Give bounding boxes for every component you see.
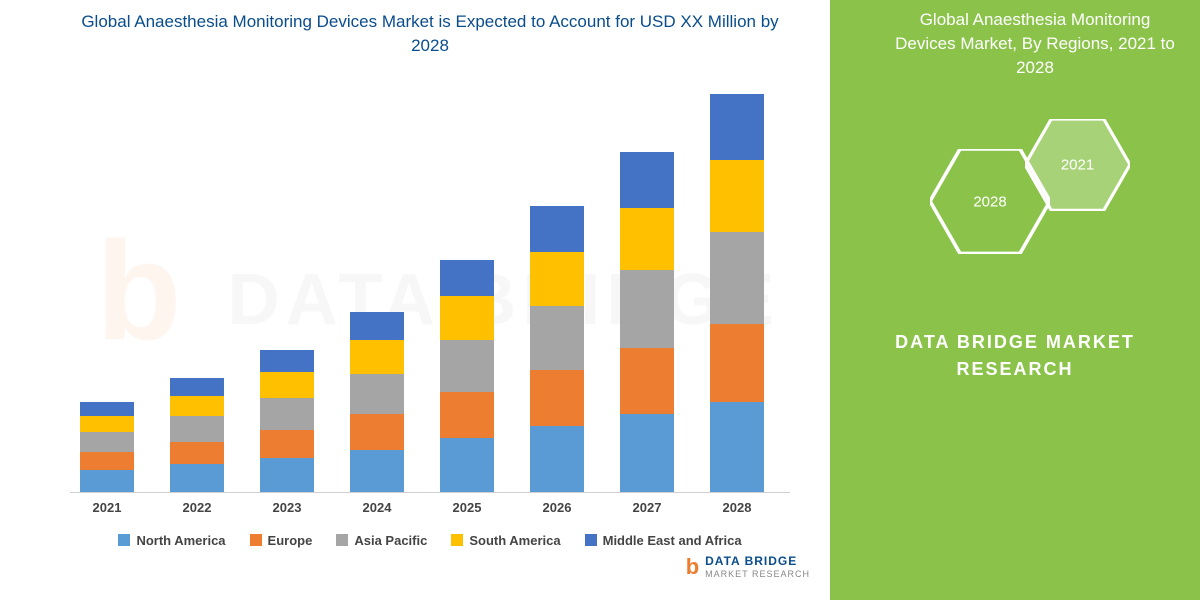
- bar-segment: [80, 452, 134, 470]
- legend-swatch-icon: [336, 534, 348, 546]
- bar-segment: [350, 374, 404, 414]
- x-axis-label: 2027: [620, 492, 674, 515]
- legend-item: North America: [118, 533, 225, 548]
- bar-segment: [710, 324, 764, 402]
- bar-segment: [170, 396, 224, 416]
- bar-segment: [80, 470, 134, 492]
- bar-segment: [530, 370, 584, 426]
- bar-segment: [620, 270, 674, 348]
- x-axis-label: 2024: [350, 492, 404, 515]
- legend-label: Asia Pacific: [354, 533, 427, 548]
- chart-legend: North America Europe Asia Pacific South Ame…: [40, 533, 820, 548]
- right-panel: Global Anaesthesia Monitoring Devices Ma…: [830, 0, 1200, 600]
- bar-segment: [170, 416, 224, 442]
- bar-segment: [530, 306, 584, 370]
- footer-brand-text: DATA BRIDGE MARKET RESEARCH: [705, 554, 810, 579]
- bar-group: 2026: [530, 206, 584, 492]
- x-axis-label: 2025: [440, 492, 494, 515]
- bar-segment: [350, 414, 404, 450]
- right-panel-title: Global Anaesthesia Monitoring Devices Ma…: [830, 0, 1200, 79]
- legend-item: South America: [451, 533, 560, 548]
- x-axis-label: 2022: [170, 492, 224, 515]
- legend-item: Asia Pacific: [336, 533, 427, 548]
- bar-group: 2027: [620, 152, 674, 492]
- footer-brand-logo-icon: b: [686, 554, 699, 580]
- hexagon-graphic: 2028 2021: [830, 109, 1200, 309]
- bar-segment: [260, 398, 314, 430]
- bar-segment: [440, 296, 494, 340]
- bar-segment: [260, 350, 314, 372]
- legend-label: Middle East and Africa: [603, 533, 742, 548]
- bar-segment: [350, 450, 404, 492]
- chart-title: Global Anaesthesia Monitoring Devices Ma…: [40, 10, 820, 73]
- bar-segment: [440, 260, 494, 296]
- bar-segment: [80, 402, 134, 416]
- bar-segment: [170, 464, 224, 492]
- bar-segment: [170, 378, 224, 396]
- x-axis-label: 2028: [710, 492, 764, 515]
- footer-brand-line1: DATA BRIDGE: [705, 554, 810, 568]
- footer-brand-line2: MARKET RESEARCH: [705, 569, 810, 580]
- bar-segment: [350, 312, 404, 340]
- hexagon-label: 2028: [973, 193, 1006, 210]
- footer-brand: b DATA BRIDGE MARKET RESEARCH: [686, 554, 810, 580]
- x-axis-label: 2021: [80, 492, 134, 515]
- legend-item: Europe: [250, 533, 313, 548]
- bar-segment: [530, 206, 584, 252]
- bar-segment: [620, 208, 674, 270]
- legend-swatch-icon: [250, 534, 262, 546]
- bar-segment: [80, 416, 134, 432]
- bar-segment: [440, 340, 494, 392]
- right-title-line0: Global Anaesthesia Monitoring: [920, 10, 1151, 29]
- x-axis-label: 2023: [260, 492, 314, 515]
- bar-segment: [530, 426, 584, 492]
- hexagon: 2021: [1025, 119, 1130, 210]
- bar-group: 2021: [80, 402, 134, 492]
- bar-segment: [350, 340, 404, 374]
- bar-segment: [260, 458, 314, 492]
- brand-line2: RESEARCH: [830, 356, 1200, 383]
- bar-group: 2025: [440, 260, 494, 492]
- bar-segment: [440, 438, 494, 492]
- bar-group: 2023: [260, 350, 314, 492]
- x-axis-label: 2026: [530, 492, 584, 515]
- bar-group: 2028: [710, 94, 764, 492]
- legend-label: South America: [469, 533, 560, 548]
- bar-group: 2022: [170, 378, 224, 492]
- bar-segment: [620, 348, 674, 414]
- bar-segment: [530, 252, 584, 306]
- bar-segment: [620, 414, 674, 492]
- bar-segment: [260, 372, 314, 398]
- chart-plot: 2021 2022 2023 2024 2025 2026 2027 2028: [70, 73, 790, 493]
- legend-swatch-icon: [118, 534, 130, 546]
- legend-label: Europe: [268, 533, 313, 548]
- legend-swatch-icon: [585, 534, 597, 546]
- brand-block: DATA BRIDGE MARKET RESEARCH: [830, 329, 1200, 383]
- right-title-rest: Devices Market, By Regions, 2021 to 2028: [895, 34, 1175, 77]
- bar-segment: [710, 94, 764, 160]
- brand-line1: DATA BRIDGE MARKET: [830, 329, 1200, 356]
- bar-segment: [710, 232, 764, 324]
- bar-segment: [710, 402, 764, 492]
- bar-segment: [170, 442, 224, 464]
- legend-label: North America: [136, 533, 225, 548]
- bar-segment: [620, 152, 674, 208]
- bar-segment: [260, 430, 314, 458]
- bar-group: 2024: [350, 312, 404, 492]
- chart-container: Global Anaesthesia Monitoring Devices Ma…: [40, 10, 820, 570]
- legend-item: Middle East and Africa: [585, 533, 742, 548]
- bar-segment: [440, 392, 494, 438]
- bar-segment: [80, 432, 134, 452]
- legend-swatch-icon: [451, 534, 463, 546]
- hexagon-label: 2021: [1061, 157, 1094, 174]
- bar-segment: [710, 160, 764, 232]
